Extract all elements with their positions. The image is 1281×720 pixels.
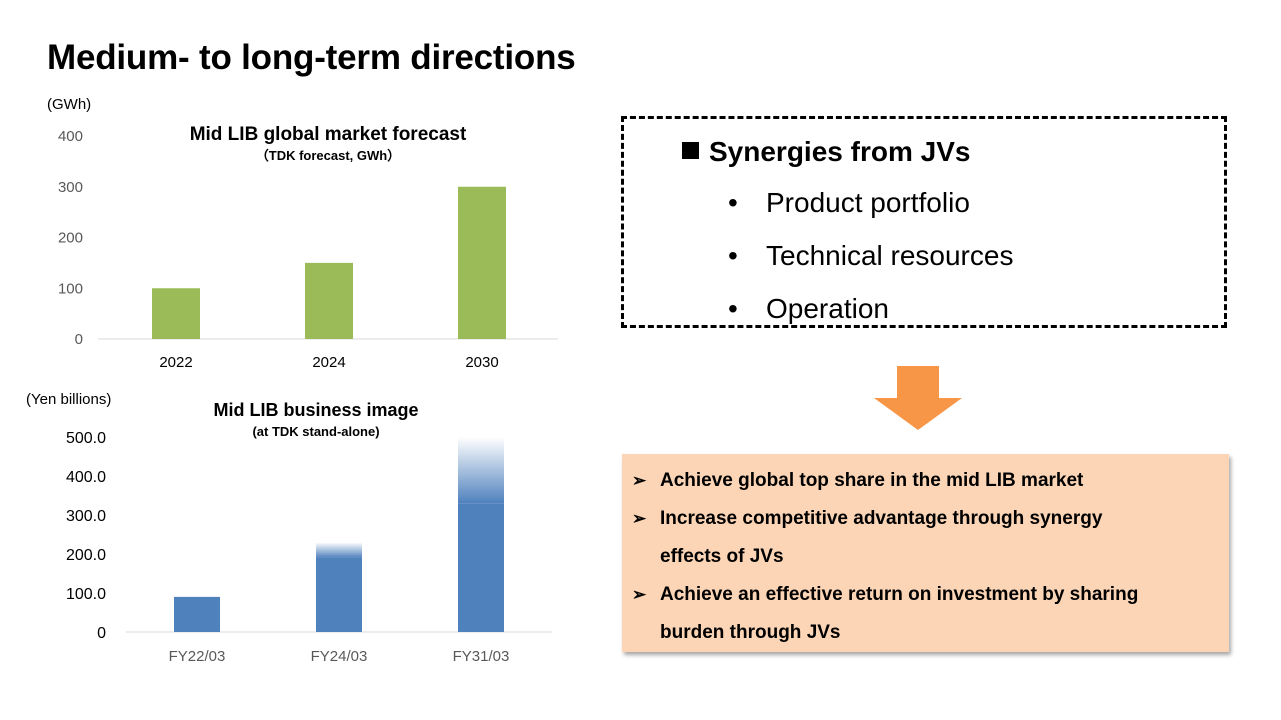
chart2-bar	[316, 557, 362, 632]
market-forecast-chart: (GWh) Mid LIB global market forecast （TD…	[47, 96, 558, 371]
chart2-x-axis: FY22/03 FY24/03 FY31/03	[169, 648, 510, 665]
chart2-unit-label: (Yen billions)	[26, 391, 111, 408]
chart2-y-tick-label: 400.0	[66, 469, 106, 486]
chart2-y-tick-label: 100.0	[66, 586, 106, 603]
goal-text: Increase competitive advantage through s…	[660, 508, 1103, 529]
chart2-bar-faded-top	[458, 437, 504, 504]
chart1-bars	[152, 186, 506, 339]
chart2-x-tick-label: FY31/03	[453, 648, 510, 665]
synergy-item-label: Operation	[766, 293, 889, 324]
chart2-title: Mid LIB business image	[213, 400, 418, 420]
chart2-y-tick-label: 0	[97, 625, 106, 642]
square-bullet-icon	[682, 142, 699, 159]
charts-canvas: (GWh) Mid LIB global market forecast （TD…	[26, 96, 558, 665]
bullet-icon: •	[728, 240, 738, 271]
business-image-chart: (Yen billions) Mid LIB business image (a…	[26, 391, 552, 665]
arrow-bullet-icon: ➢	[632, 471, 647, 490]
arrow-bullet-icon: ➢	[632, 585, 647, 604]
synergies-box: Synergies from JVs • Product portfolio • T…	[621, 116, 1227, 328]
chart2-y-tick-label: 200.0	[66, 547, 106, 564]
goal-text: Achieve an effective return on investmen…	[660, 584, 1139, 605]
chart1-bar	[458, 186, 506, 339]
chart1-x-tick-label: 2022	[159, 354, 192, 371]
chart2-bar-faded-top	[316, 542, 362, 558]
goals-box: ➢ Achieve global top share in the mid LIB…	[622, 454, 1229, 652]
synergy-item-label: Technical resources	[766, 240, 1014, 271]
synergy-item-label: Product portfolio	[766, 187, 970, 218]
arrow-bullet-icon: ➢	[632, 509, 647, 528]
down-arrow-icon	[874, 366, 962, 430]
goal-text: effects of JVs	[660, 546, 784, 567]
chart1-y-tick-label: 100	[58, 280, 83, 297]
chart1-x-axis: 2022 2024 2030	[159, 354, 498, 371]
chart2-y-tick-label: 300.0	[66, 508, 106, 525]
chart2-subtitle: (at TDK stand-alone)	[252, 424, 379, 439]
bullet-icon: •	[728, 293, 738, 324]
chart1-x-tick-label: 2024	[312, 354, 345, 371]
chart1-y-axis: 0 100 200 300 400	[58, 128, 83, 348]
goal-text: Achieve global top share in the mid LIB …	[660, 470, 1084, 491]
chart2-y-axis: 0 100.0 200.0 300.0 400.0 500.0	[66, 430, 106, 642]
chart2-x-tick-label: FY22/03	[169, 648, 226, 665]
synergies-heading: Synergies from JVs	[682, 136, 970, 168]
goal-text: burden through JVs	[660, 622, 841, 643]
chart1-y-tick-label: 200	[58, 230, 83, 247]
chart1-y-tick-label: 400	[58, 128, 83, 145]
chart2-bar	[458, 503, 504, 632]
chart1-y-tick-label: 0	[75, 331, 83, 348]
chart1-unit-label: (GWh)	[47, 96, 91, 113]
chart2-bars	[174, 437, 504, 632]
chart2-y-tick-label: 500.0	[66, 430, 106, 447]
bullet-icon: •	[728, 187, 738, 218]
chart1-title: Mid LIB global market forecast	[190, 124, 467, 145]
chart1-bar	[305, 262, 353, 339]
page-title: Medium- to long-term directions	[47, 38, 576, 77]
chart1-bar	[152, 288, 200, 339]
synergies-heading-text: Synergies from JVs	[709, 136, 971, 167]
chart1-y-tick-label: 300	[58, 179, 83, 196]
chart2-x-tick-label: FY24/03	[311, 648, 368, 665]
chart1-subtitle: （TDK forecast, GWh）	[256, 148, 400, 163]
chart1-x-tick-label: 2030	[465, 354, 498, 371]
chart2-bar	[174, 596, 220, 632]
